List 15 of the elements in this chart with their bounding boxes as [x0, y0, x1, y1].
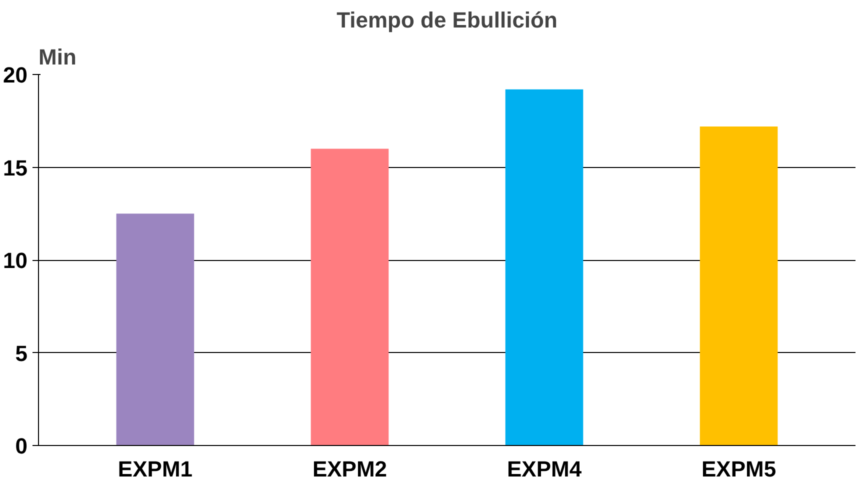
x-tick-label: EXPM2 [312, 456, 388, 482]
y-tick-label: 10 [3, 248, 28, 273]
bar [310, 148, 389, 446]
x-tick-label: EXPM4 [506, 456, 582, 482]
bar [116, 214, 194, 446]
x-tick-label: EXPM5 [701, 456, 776, 482]
y-tick-label: 5 [15, 340, 28, 366]
bar [505, 89, 584, 446]
chart-title: Tiempo de Ebullición [336, 8, 558, 32]
y-tick-label: 15 [3, 155, 28, 180]
y-tick-label: 0 [15, 434, 28, 458]
y-axis-title: Min [38, 44, 76, 70]
x-tick-label: EXPM1 [118, 456, 193, 482]
bar [700, 126, 778, 446]
y-tick-label: 20 [3, 62, 28, 88]
